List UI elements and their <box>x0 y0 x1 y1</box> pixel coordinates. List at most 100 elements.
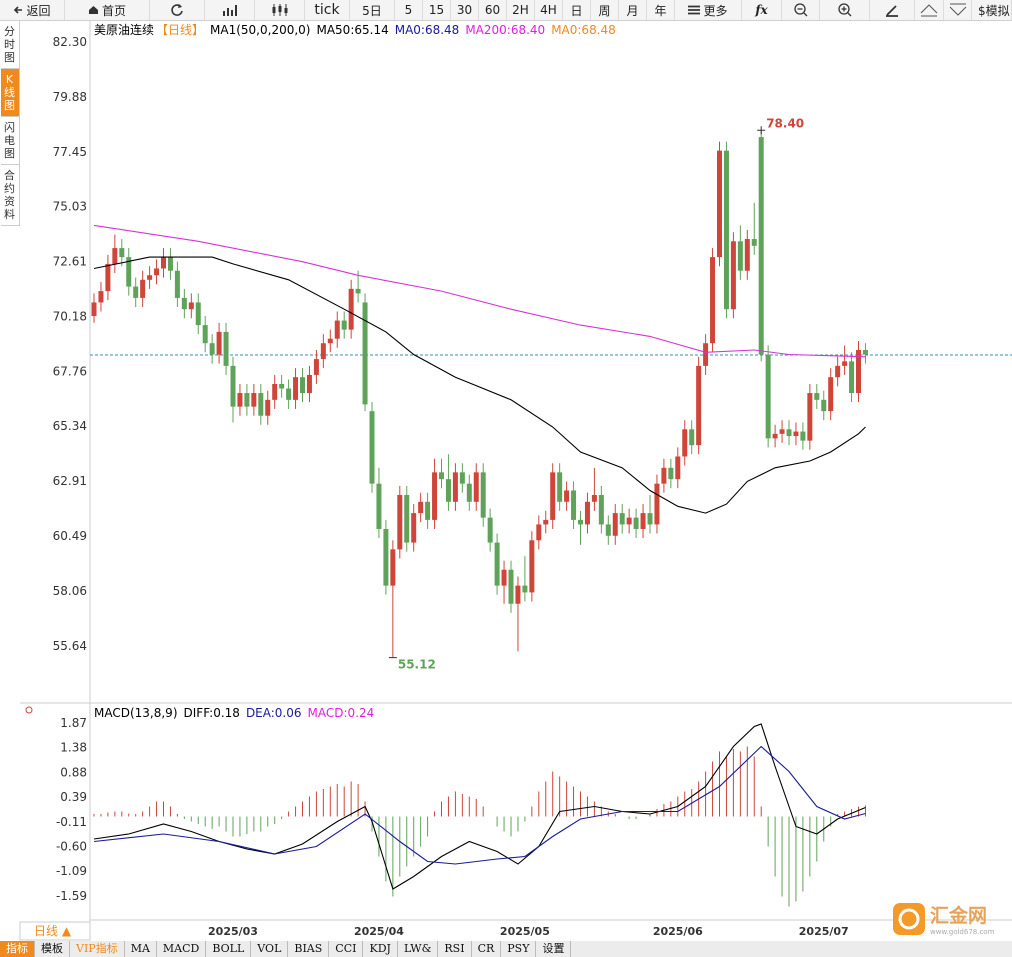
watermark-name: 汇金网 <box>930 904 987 927</box>
zoom-out-button[interactable] <box>782 0 820 20</box>
settings-icon[interactable] <box>25 706 33 714</box>
indicator-tab[interactable]: MA <box>125 941 157 957</box>
candle-body <box>320 343 326 360</box>
candle-body <box>279 383 285 389</box>
more-button[interactable]: 更多 <box>675 0 742 20</box>
icon <box>222 5 237 16</box>
candle-button[interactable] <box>255 0 305 20</box>
candle-body <box>529 540 535 593</box>
candle-body <box>557 472 563 502</box>
refresh-button[interactable] <box>150 0 205 20</box>
candle-body <box>689 429 695 446</box>
period-selector[interactable]: 日线 ▲ <box>34 924 72 938</box>
candle-body <box>786 429 792 437</box>
y-tick-label: 82.30 <box>53 35 87 49</box>
indicator-tab[interactable]: 指标 <box>0 941 35 957</box>
candle-body <box>466 483 472 502</box>
indicator-tab[interactable]: CR <box>472 941 502 957</box>
up-button[interactable] <box>915 0 944 20</box>
tick-button[interactable]: tick <box>305 0 350 20</box>
candle-body <box>418 501 424 514</box>
candle-body <box>571 490 577 520</box>
simulate-button[interactable]: $模拟 <box>972 0 1012 20</box>
period-button[interactable]: 2H <box>507 0 535 20</box>
candle-body <box>508 569 514 604</box>
indicator-tab[interactable]: MACD <box>157 941 207 957</box>
period-button[interactable]: 日 <box>563 0 591 20</box>
y-tick-label: 62.91 <box>53 474 87 488</box>
indicator-tab[interactable]: RSI <box>438 941 472 957</box>
indicator-tab[interactable]: BOLL <box>206 941 252 957</box>
candle-body <box>300 377 305 394</box>
period-button[interactable]: 周 <box>591 0 619 20</box>
candle-body <box>536 524 542 541</box>
candle-body <box>647 513 653 525</box>
logo-mark <box>898 908 920 930</box>
period-button[interactable]: 15 <box>423 0 451 20</box>
candle-body <box>710 257 716 344</box>
x-tick-label: 2025/05 <box>500 925 550 938</box>
period-button[interactable]: 30 <box>451 0 479 20</box>
sidebar-tab[interactable]: 闪电图 <box>0 117 19 165</box>
candle-body <box>216 331 222 355</box>
period-button[interactable]: 5 <box>395 0 423 20</box>
indicator-tab[interactable]: KDJ <box>363 941 398 957</box>
candle-body <box>223 331 229 366</box>
down-button[interactable] <box>944 0 972 20</box>
candle-body <box>772 433 778 439</box>
legend-text: 【日线】 <box>156 23 204 37</box>
legend: 美原油连续 【日线】 MA1(50,0,200,0) MA50:65.14 MA0:68… <box>94 22 616 37</box>
indicator-tab[interactable]: 设置 <box>536 941 572 957</box>
sidebar: 分时图 K线图 闪电图 合约资料 <box>0 21 20 226</box>
zoom-in-button[interactable] <box>820 0 870 20</box>
candle-body <box>723 150 729 310</box>
candle-body <box>814 393 820 400</box>
formula-button[interactable]: fx <box>742 0 782 20</box>
candle-body <box>765 354 771 439</box>
indicator-tab[interactable]: VIP指标 <box>70 941 125 957</box>
candle-body <box>348 288 354 330</box>
macd-legend: MACD(13,8,9) DIFF:0.18 DEA:0.06 MACD:0.24 <box>94 706 374 720</box>
candle-body <box>626 517 632 525</box>
chart-type-button[interactable] <box>205 0 255 20</box>
candle-body <box>126 257 132 287</box>
sidebar-tab[interactable]: K线图 <box>0 69 19 117</box>
toolbar: 返回 首页 tick 5日 5 15 30 60 2H 4H 日 周 月 年 更… <box>0 0 1012 21</box>
indicator-tab[interactable]: VOL <box>251 941 289 957</box>
y-tick-label: 72.61 <box>53 254 87 268</box>
candle-body <box>167 257 173 271</box>
legend-item: MA0:68.48 <box>551 23 616 37</box>
indicator-tab[interactable]: 模板 <box>35 941 70 957</box>
candle-body <box>459 472 465 484</box>
candle-body <box>202 325 208 344</box>
period-button[interactable]: 5日 <box>350 0 395 20</box>
candle-body <box>835 365 841 378</box>
period-button[interactable]: 60 <box>479 0 507 20</box>
candle-body <box>522 585 528 593</box>
icon <box>171 4 183 16</box>
back-button[interactable]: 返回 <box>0 0 65 20</box>
candle-body <box>800 431 806 441</box>
draw-button[interactable] <box>870 0 915 20</box>
legend-text: 美原油连续 <box>94 22 154 37</box>
x-tick-label: 2025/04 <box>354 925 404 938</box>
period-box[interactable] <box>19 921 91 941</box>
candle-body <box>612 513 618 536</box>
candle-body <box>598 494 604 525</box>
x-tick-label: 2025/03 <box>208 925 258 938</box>
candle-body <box>432 472 438 520</box>
sidebar-tab[interactable]: 分时图 <box>0 21 19 69</box>
indicator-tab[interactable]: PSY <box>501 941 537 957</box>
candle-body <box>494 542 500 586</box>
sidebar-tab[interactable]: 合约资料 <box>0 165 19 226</box>
period-button[interactable]: 4H <box>535 0 563 20</box>
indicator-tab[interactable]: BIAS <box>288 941 330 957</box>
period-button[interactable]: 月 <box>619 0 647 20</box>
period-button[interactable]: 年 <box>647 0 675 20</box>
indicator-tab[interactable]: LW& <box>398 941 439 957</box>
home-button[interactable]: 首页 <box>65 0 150 20</box>
indicator-tab[interactable]: CCI <box>329 941 364 957</box>
y-tick-label: 0.88 <box>60 766 87 780</box>
candle-body <box>105 263 111 292</box>
candle-body <box>209 343 215 355</box>
